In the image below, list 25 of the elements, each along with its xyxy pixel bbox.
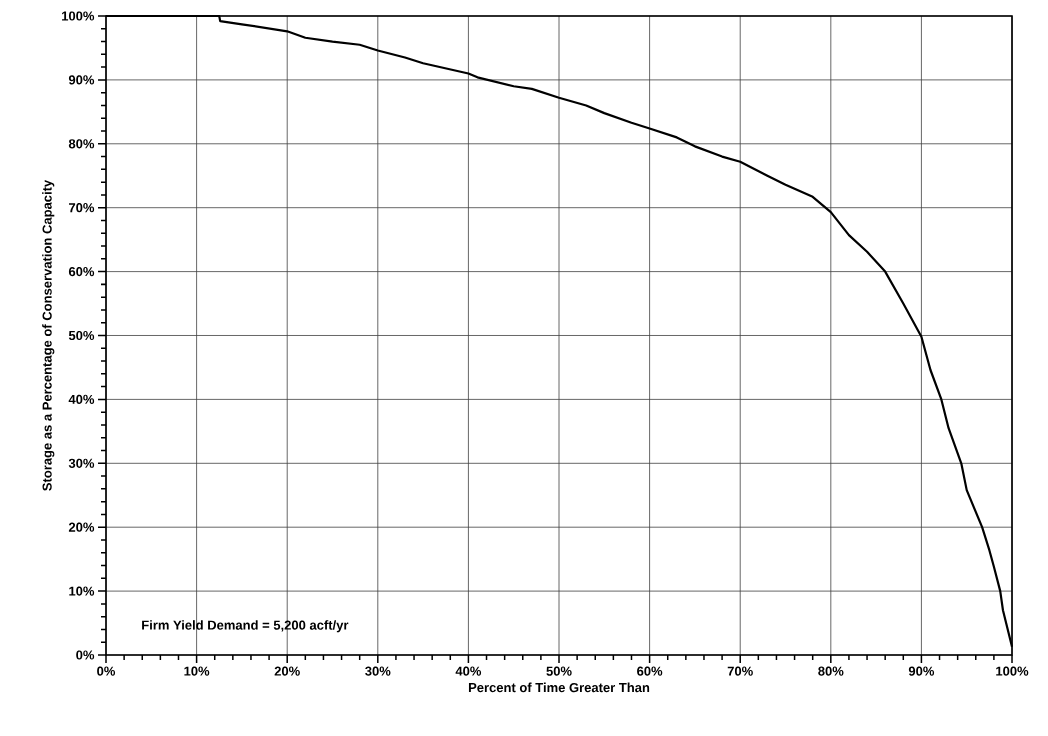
x-tick-label: 50% [546, 666, 572, 676]
x-axis-title: Percent of Time Greater Than [468, 682, 650, 693]
x-tick-label: 40% [455, 666, 482, 676]
x-tick-label: 0% [97, 666, 116, 676]
y-tick-label: 20% [68, 522, 95, 532]
annotation: Firm Yield Demand = 5,200 acft/yr [142, 620, 349, 633]
x-tick-label: 30% [365, 666, 391, 676]
y-tick-label: 100% [62, 11, 95, 21]
x-tick-label: 80% [818, 666, 844, 676]
x-tick-label: 90% [908, 666, 935, 676]
x-tick-label: 60% [637, 666, 663, 676]
x-tick-label: 100% [996, 666, 1029, 676]
y-tick-label: 80% [68, 139, 95, 149]
x-tick-label: 70% [727, 666, 753, 676]
y-tick-label: 0% [76, 650, 95, 660]
y-axis-title: Storage as a Percentage of Conservation Capacity [42, 179, 55, 491]
y-tick-label: 70% [69, 203, 95, 213]
y-tick-label: 40% [68, 394, 95, 404]
y-tick-label: 50% [68, 330, 95, 341]
x-tick-label: 20% [274, 666, 300, 676]
y-tick-label: 10% [69, 586, 95, 596]
x-tick-label: 10% [184, 666, 210, 676]
y-tick-label: 90% [68, 75, 95, 85]
y-tick-label: 30% [68, 458, 95, 468]
y-tick-label: 60% [68, 266, 95, 277]
